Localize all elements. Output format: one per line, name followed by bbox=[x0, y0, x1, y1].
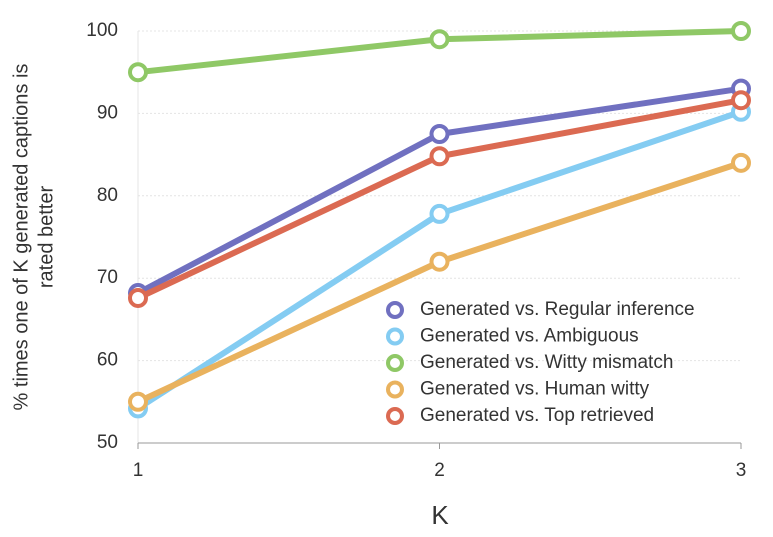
legend-marker bbox=[386, 380, 404, 399]
legend-marker bbox=[386, 407, 404, 425]
y-tick-label: 70 bbox=[97, 267, 118, 288]
legend-marker bbox=[386, 354, 404, 372]
legend-label: Generated vs. Top retrieved bbox=[420, 405, 654, 426]
legend-label: Generated vs. Ambiguous bbox=[420, 326, 639, 347]
x-tick-label: 3 bbox=[736, 460, 747, 481]
y-tick-label: 50 bbox=[97, 432, 118, 453]
legend-label: Generated vs. Witty mismatch bbox=[420, 352, 673, 373]
point bbox=[731, 152, 751, 173]
point bbox=[429, 251, 450, 272]
y-axis-label: rated better bbox=[35, 186, 57, 289]
point bbox=[429, 124, 450, 144]
x-axis-label: K bbox=[431, 500, 449, 530]
point bbox=[429, 203, 450, 224]
legend-label: Generated vs. Human witty bbox=[420, 379, 650, 400]
y-tick-label: 100 bbox=[86, 20, 118, 41]
y-tick-label: 60 bbox=[97, 350, 118, 371]
point bbox=[731, 90, 751, 111]
x-tick-label: 1 bbox=[133, 460, 144, 481]
y-tick-label: 90 bbox=[97, 102, 118, 123]
point bbox=[731, 21, 751, 41]
point bbox=[429, 29, 450, 50]
x-tick-label: 2 bbox=[434, 460, 445, 481]
point bbox=[128, 391, 148, 412]
point bbox=[128, 287, 148, 308]
legend-marker bbox=[386, 327, 404, 346]
y-axis-label: % times one of K generated captions is bbox=[10, 64, 32, 411]
y-tick-label: 80 bbox=[97, 185, 118, 206]
legend-marker bbox=[386, 301, 404, 319]
legend-label: Generated vs. Regular inference bbox=[420, 299, 695, 320]
point bbox=[429, 146, 450, 167]
point bbox=[128, 62, 148, 83]
